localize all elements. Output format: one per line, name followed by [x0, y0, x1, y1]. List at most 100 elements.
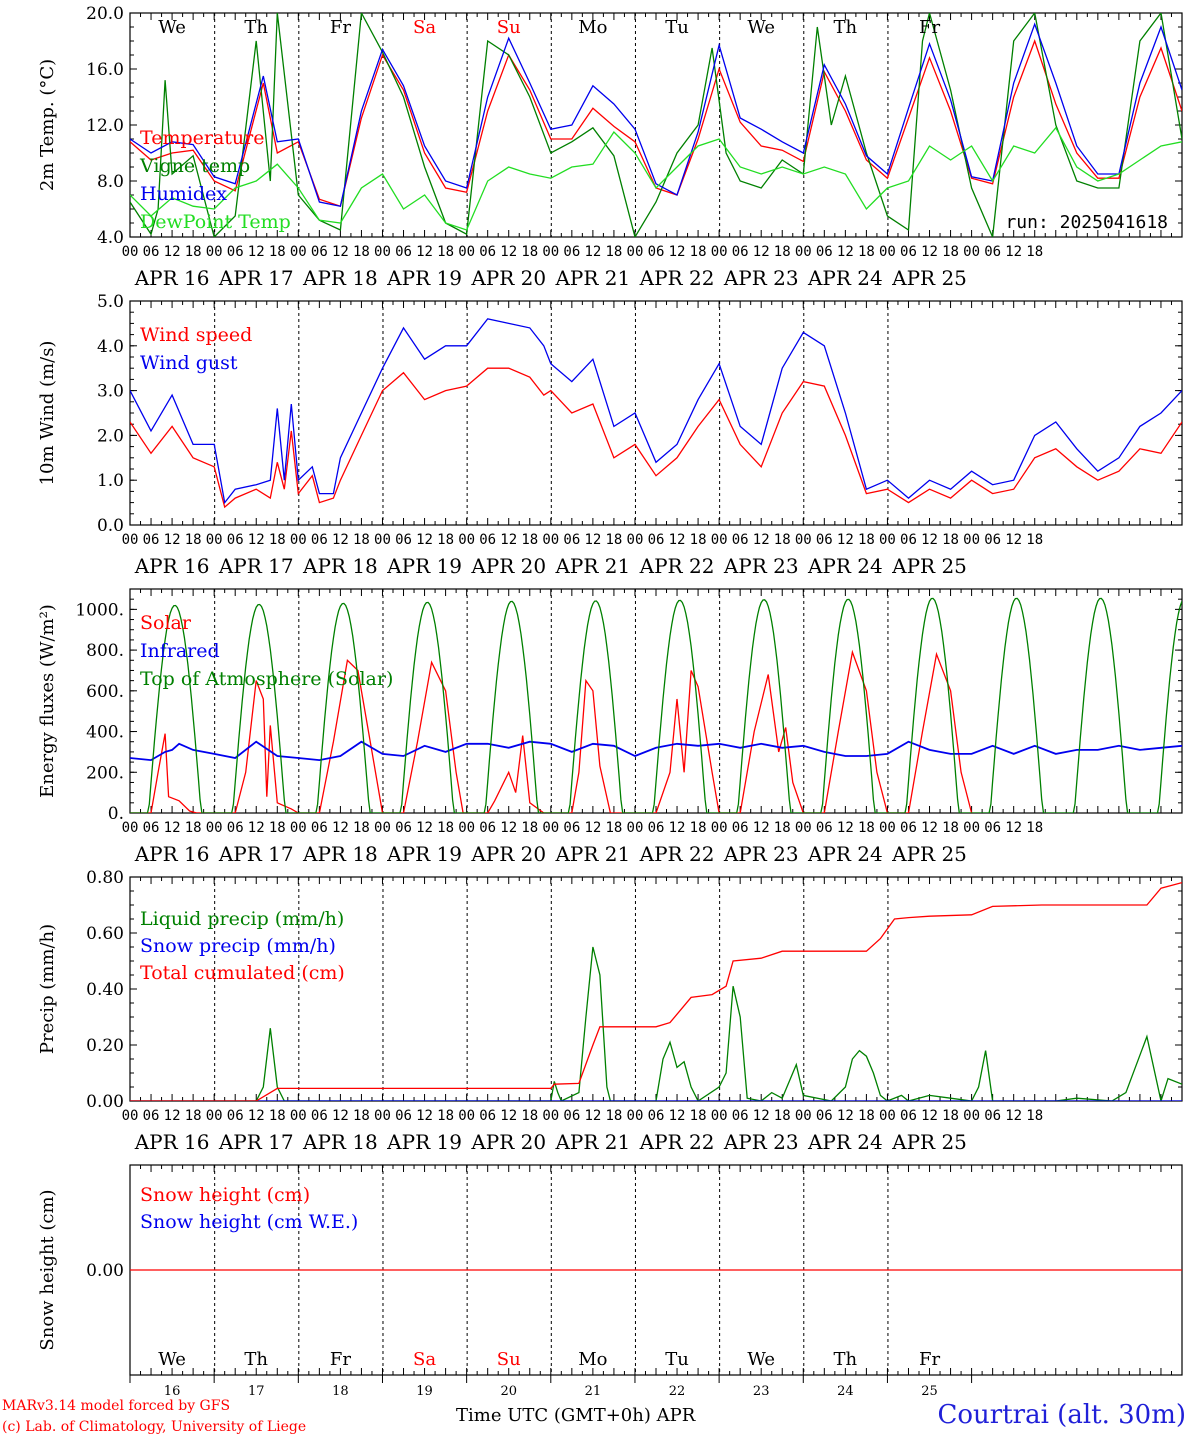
hour-tick-label: 12	[921, 1108, 938, 1124]
hour-tick-label: 06	[816, 532, 833, 548]
hour-tick-label: 18	[605, 820, 622, 836]
hour-tick-label: 12	[416, 1108, 433, 1124]
date-label: APR 25	[891, 1130, 967, 1154]
hour-tick-label: 06	[984, 820, 1001, 836]
hour-tick-label: 12	[921, 244, 938, 260]
hour-tick-label: 12	[1005, 820, 1022, 836]
hour-tick-label: 18	[605, 244, 622, 260]
legend-entry: Liquid precip (mm/h)	[140, 908, 344, 930]
hour-tick-label: 00	[627, 244, 644, 260]
date-label: APR 21	[554, 266, 630, 290]
hour-tick-label: 00	[795, 244, 812, 260]
date-label: APR 23	[723, 842, 799, 866]
series-line	[130, 597, 1182, 813]
hour-tick-label: 00	[290, 244, 307, 260]
series-line	[130, 649, 973, 813]
hour-tick-label: 12	[921, 532, 938, 548]
date-label: APR 19	[386, 266, 462, 290]
hour-tick-label: 12	[164, 244, 181, 260]
y-tick-label: 0.	[108, 804, 124, 824]
hour-tick-label: 12	[248, 1108, 265, 1124]
hour-tick-label: 06	[395, 820, 412, 836]
hour-tick-label: 18	[858, 532, 875, 548]
location-title: Courtrai (alt. 30m)	[937, 1400, 1187, 1430]
hour-tick-label: 18	[942, 820, 959, 836]
hour-tick-label: 18	[353, 532, 370, 548]
hour-tick-label: 18	[521, 820, 538, 836]
hour-tick-label: 18	[185, 244, 202, 260]
hour-tick-label: 00	[458, 820, 475, 836]
hour-tick-label: 12	[500, 532, 517, 548]
hour-tick-label: 12	[248, 820, 265, 836]
hour-tick-label: 12	[248, 244, 265, 260]
y-tick-label: 0.00	[86, 1092, 124, 1112]
hour-tick-label: 06	[648, 1108, 665, 1124]
y-tick-label: 20.0	[86, 4, 124, 24]
hour-tick-label: 12	[584, 820, 601, 836]
hour-tick-label: 18	[521, 1108, 538, 1124]
hour-tick-label: 06	[816, 244, 833, 260]
hour-tick-label: 18	[353, 244, 370, 260]
hour-tick-label: 06	[816, 1108, 833, 1124]
hour-tick-label: 12	[837, 820, 854, 836]
hour-tick-label: 00	[963, 1108, 980, 1124]
y-axis-label: Snow height (cm)	[37, 1189, 58, 1350]
hour-tick-label: 06	[143, 820, 160, 836]
series-line	[130, 740, 1182, 762]
date-label: APR 21	[554, 554, 630, 578]
hour-tick-label: 06	[648, 532, 665, 548]
hour-tick-label: 12	[332, 244, 349, 260]
hour-tick-label: 00	[879, 244, 896, 260]
y-tick-label: 400.	[86, 723, 124, 743]
x-axis-title: Time UTC (GMT+0h) APR	[456, 1405, 696, 1426]
hour-tick-label: 06	[900, 244, 917, 260]
date-label: APR 23	[723, 554, 799, 578]
legend-entry: Humidex	[140, 183, 227, 205]
y-tick-label: 0.60	[86, 924, 124, 944]
panel-frame-temp	[129, 12, 1183, 238]
day-label: We	[747, 1349, 775, 1370]
hour-tick-label: 06	[227, 244, 244, 260]
hour-tick-label: 18	[1026, 1108, 1043, 1124]
hour-tick-label: 18	[353, 820, 370, 836]
hour-tick-label: 06	[900, 1108, 917, 1124]
date-label: APR 17	[218, 1130, 294, 1154]
y-tick-label: 0.20	[86, 1036, 124, 1056]
hour-tick-label: 12	[584, 1108, 601, 1124]
day-label: We	[158, 1349, 186, 1370]
y-tick-label: 0.80	[86, 868, 124, 888]
legend-entry: Snow precip (mm/h)	[140, 935, 336, 957]
hour-tick-label: 06	[311, 244, 328, 260]
date-label: APR 20	[470, 554, 546, 578]
hour-tick-label: 06	[563, 244, 580, 260]
date-label: APR 24	[807, 554, 883, 578]
hour-tick-label: 00	[879, 532, 896, 548]
date-label: APR 17	[218, 266, 294, 290]
hour-tick-label: 18	[269, 820, 286, 836]
day-label: Fr	[330, 17, 351, 38]
hour-tick-label: 18	[690, 1108, 707, 1124]
hour-tick-label: 06	[816, 820, 833, 836]
y-tick-label: 2.0	[97, 426, 124, 446]
day-label: Tu	[665, 1349, 689, 1370]
hour-tick-label: 06	[479, 1108, 496, 1124]
hour-tick-label: 06	[984, 532, 1001, 548]
legend-entry: Top of Atmosphere (Solar)	[140, 668, 393, 690]
date-number-label: 25	[921, 1384, 938, 1399]
hour-tick-label: 12	[753, 244, 770, 260]
hour-tick-label: 00	[795, 1108, 812, 1124]
hour-tick-label: 06	[143, 1108, 160, 1124]
series-line	[130, 39, 1182, 208]
hour-tick-label: 00	[290, 820, 307, 836]
hour-tick-label: 12	[500, 244, 517, 260]
day-label: Fr	[919, 1349, 940, 1370]
hour-tick-label: 06	[732, 244, 749, 260]
hour-tick-label: 18	[185, 1108, 202, 1124]
hour-tick-label: 00	[374, 820, 391, 836]
y-tick-label: 3.0	[97, 382, 124, 402]
hour-tick-label: 12	[332, 532, 349, 548]
hour-tick-label: 00	[795, 820, 812, 836]
hour-tick-label: 18	[942, 1108, 959, 1124]
hour-tick-label: 00	[374, 532, 391, 548]
